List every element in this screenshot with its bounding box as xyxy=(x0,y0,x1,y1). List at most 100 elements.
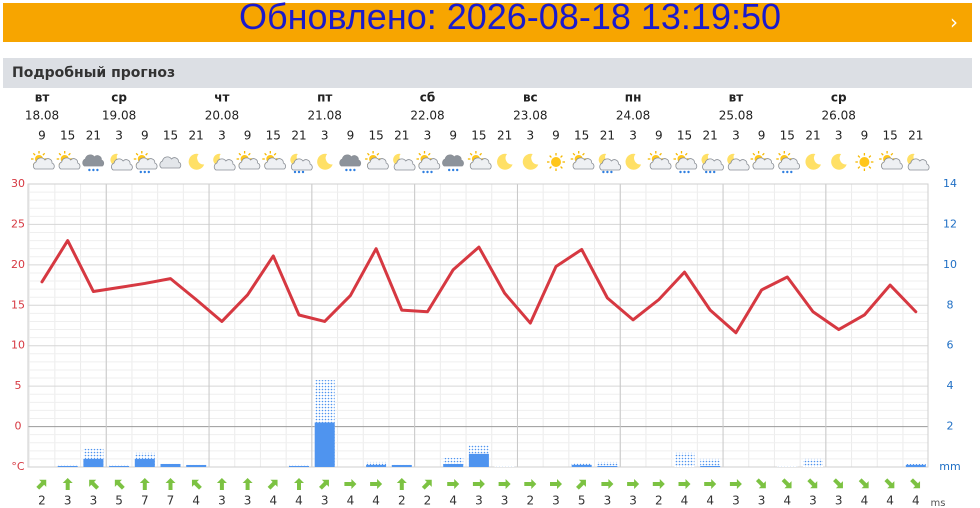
section-title: Подробный прогноз xyxy=(12,65,176,81)
sun-ray xyxy=(675,152,679,156)
cloud xyxy=(572,157,595,170)
wind-speed: 3 xyxy=(809,494,817,508)
y2-tick-label: 8 xyxy=(947,298,954,311)
wind-arrow xyxy=(704,479,717,489)
wind-arrow-shape xyxy=(807,478,818,489)
rain-drop xyxy=(297,170,301,174)
rain-drop xyxy=(602,170,605,174)
wind-speed: 4 xyxy=(295,494,303,508)
rain-drop xyxy=(293,170,297,174)
precip-bar xyxy=(905,464,926,467)
sun-ray xyxy=(264,152,267,156)
day-date: 23.08 xyxy=(513,109,547,123)
cloud xyxy=(264,157,286,170)
hour-label: 21 xyxy=(908,129,923,143)
hour-label: 3 xyxy=(115,129,123,143)
sun-ray xyxy=(762,152,765,156)
moon xyxy=(497,153,513,170)
wind-speed: 3 xyxy=(244,494,252,508)
day-name: ср xyxy=(831,91,847,105)
rain-drop xyxy=(456,168,459,172)
weather-icon xyxy=(159,156,182,169)
sun-ray xyxy=(659,152,662,156)
precip-max-bar xyxy=(366,461,387,467)
hour-label: 3 xyxy=(321,129,329,143)
hour-label: 21 xyxy=(291,129,306,143)
y2-tick-label: 4 xyxy=(947,379,954,392)
y-tick-label: 30 xyxy=(11,177,25,190)
day-name: чт xyxy=(214,91,229,105)
sun-ray xyxy=(857,155,861,158)
precip-bar xyxy=(597,465,618,467)
weather-icon xyxy=(625,153,642,170)
wind-arrow xyxy=(833,478,843,489)
moon xyxy=(625,153,642,170)
sun-ray xyxy=(427,152,431,156)
hour-label: 3 xyxy=(526,129,534,143)
weather-icon xyxy=(831,153,847,170)
weather-icon xyxy=(236,151,261,170)
rain-drop xyxy=(782,170,785,174)
sun-ray xyxy=(42,152,46,156)
day-name: вт xyxy=(35,91,50,105)
hour-label: 21 xyxy=(703,129,718,143)
wind-arrow xyxy=(344,479,357,489)
hour-label: 21 xyxy=(497,129,512,143)
hour-label: 15 xyxy=(574,129,589,143)
sun-ray xyxy=(32,152,36,156)
weather-icon xyxy=(213,153,236,171)
precip-bar xyxy=(134,458,155,467)
cloud xyxy=(393,158,416,171)
wind-arrow-shape xyxy=(216,478,227,490)
day-date: 24.08 xyxy=(616,109,650,123)
sun-ray xyxy=(418,152,422,156)
weather-icon xyxy=(907,153,930,171)
weather-icon xyxy=(673,151,698,174)
cloud xyxy=(702,158,724,171)
y-tick-label: 25 xyxy=(11,217,25,230)
wind-speed: 4 xyxy=(912,494,920,508)
moon xyxy=(805,153,821,170)
wind-arrow-shape xyxy=(319,479,329,490)
y2-tick-label: 6 xyxy=(947,339,954,352)
wind-arrow-shape xyxy=(627,479,640,489)
day-name: вс xyxy=(523,91,538,105)
wind-speed: 3 xyxy=(64,494,72,508)
hour-label: 9 xyxy=(758,129,766,143)
banner-arrow[interactable]: › xyxy=(950,10,958,34)
wind-speed: 2 xyxy=(38,494,46,508)
sun-ray xyxy=(582,152,585,156)
wind-arrow xyxy=(396,478,407,490)
day-name: пн xyxy=(625,91,642,105)
wind-speed: 4 xyxy=(269,494,277,508)
wind-arrow xyxy=(524,479,537,489)
wind-arrow xyxy=(652,479,665,489)
wind-arrow xyxy=(370,479,383,489)
wind-arrow-shape xyxy=(114,479,125,490)
weather-icon xyxy=(290,153,313,174)
sun-ray xyxy=(868,155,872,158)
weather-icon xyxy=(110,153,133,171)
warning-banner[interactable] xyxy=(3,3,972,42)
y-tick-label: °C xyxy=(11,460,25,473)
wind-arrow xyxy=(627,479,640,489)
wind-arrow-shape xyxy=(370,479,383,489)
sun-ray xyxy=(238,152,242,156)
moon xyxy=(522,153,539,170)
cloud xyxy=(599,158,622,171)
cloud xyxy=(418,157,441,170)
hour-label: 3 xyxy=(424,129,432,143)
hour-label: 21 xyxy=(189,129,204,143)
sun-ray xyxy=(890,152,894,156)
y2-tick-label: mm xyxy=(939,460,960,473)
hour-label: 3 xyxy=(218,129,226,143)
y-tick-label: 5 xyxy=(15,379,22,392)
precip-bar xyxy=(443,463,464,467)
day-date: 22.08 xyxy=(410,109,444,123)
wind-arrow xyxy=(601,479,614,489)
hour-label: 21 xyxy=(86,129,101,143)
sun-ray xyxy=(880,152,884,156)
wind-arrow xyxy=(678,479,691,489)
wind-arrow xyxy=(447,479,460,489)
weather-icon xyxy=(727,153,750,171)
